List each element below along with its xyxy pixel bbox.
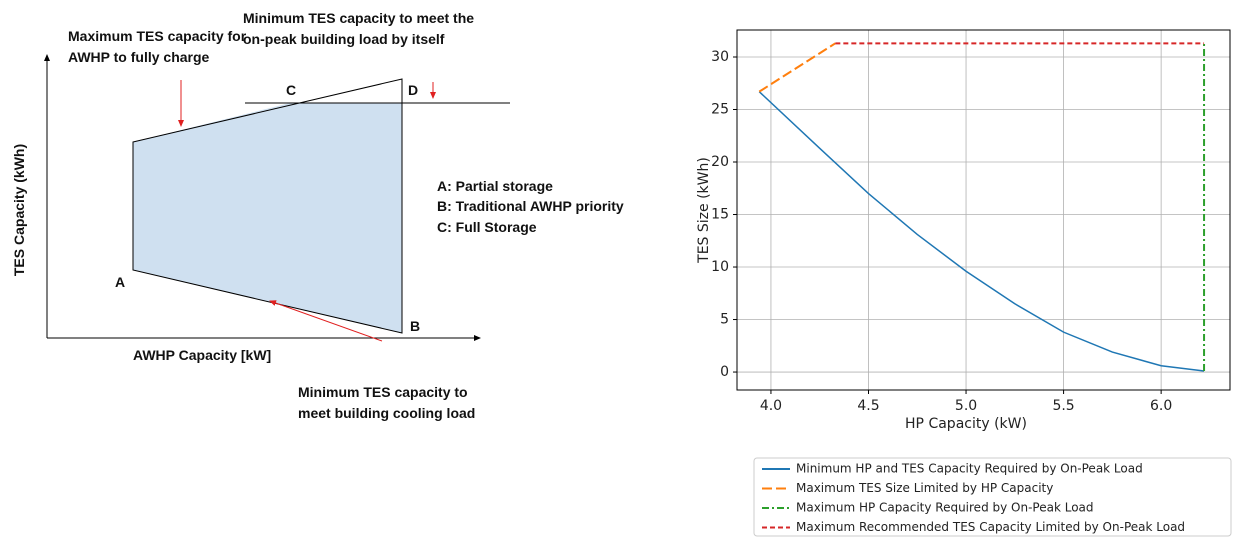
y-tick-label: 15 [711, 207, 729, 223]
annotation-line: Minimum TES capacity to [298, 384, 468, 400]
annotation: Minimum TES capacity to meet the on-peak… [243, 10, 478, 47]
legend-label: Maximum Recommended TES Capacity Limited… [796, 520, 1185, 534]
key-entry: A: Partial storage [437, 178, 553, 194]
x-tick-label: 6.0 [1150, 398, 1172, 414]
annotation: Maximum TES capacity for AWHP to fully c… [68, 28, 250, 65]
annotation-line: Minimum TES capacity to meet the [243, 10, 474, 26]
y-tick-label: 30 [711, 49, 729, 65]
x-axis-label: HP Capacity (kW) [905, 416, 1027, 432]
x-tick-label: 4.0 [760, 398, 782, 414]
annotation-line: AWHP to fully charge [68, 49, 210, 65]
x-tick-label: 4.5 [857, 398, 879, 414]
annotation-line: on-peak building load by itself [243, 31, 445, 47]
legend-box [753, 457, 1232, 537]
x-axis-label: AWHP Capacity [kW] [133, 347, 271, 363]
point-label: B [410, 318, 420, 334]
point-label: C [286, 82, 296, 98]
legend-label: Maximum HP Capacity Required by On-Peak … [796, 501, 1094, 515]
feasible-region [133, 103, 402, 333]
x-tick-label: 5.5 [1052, 398, 1074, 414]
point-label: A [115, 274, 125, 290]
series-line [758, 91, 1205, 372]
annotation-line: meet building cooling load [298, 405, 475, 421]
plot-frame [736, 29, 1231, 391]
y-axis-label: TES Capacity (kWh) [11, 144, 27, 276]
key-entry: C: Full Storage [437, 219, 537, 235]
x-tick-label: 5.0 [955, 398, 977, 414]
legend-label: Minimum HP and TES Capacity Required by … [796, 462, 1143, 476]
region-outline [132, 78, 403, 334]
series-line [758, 42, 836, 93]
y-tick-label: 0 [720, 364, 729, 380]
y-tick-label: 5 [720, 312, 729, 328]
y-axis-label: TES Size (kWh) [696, 157, 712, 264]
arrow [269, 300, 383, 342]
point-label: D [408, 82, 418, 98]
y-tick-label: 25 [711, 101, 729, 117]
annotation-line: Maximum TES capacity for [68, 28, 247, 44]
legend-label: Maximum TES Size Limited by HP Capacity [796, 481, 1053, 495]
diagram: TES Capacity (kWh) AWHP Capacity [kW] A … [11, 10, 624, 421]
y-tick-label: 10 [711, 259, 729, 275]
annotation: Minimum TES capacity to meet building co… [298, 384, 475, 421]
y-tick-label: 20 [711, 154, 729, 170]
line-chart: HP Capacity (kW) TES Size (kWh) 4.0 4.5 5.… [696, 29, 1232, 537]
key-entry: B: Traditional AWHP priority [437, 198, 624, 214]
